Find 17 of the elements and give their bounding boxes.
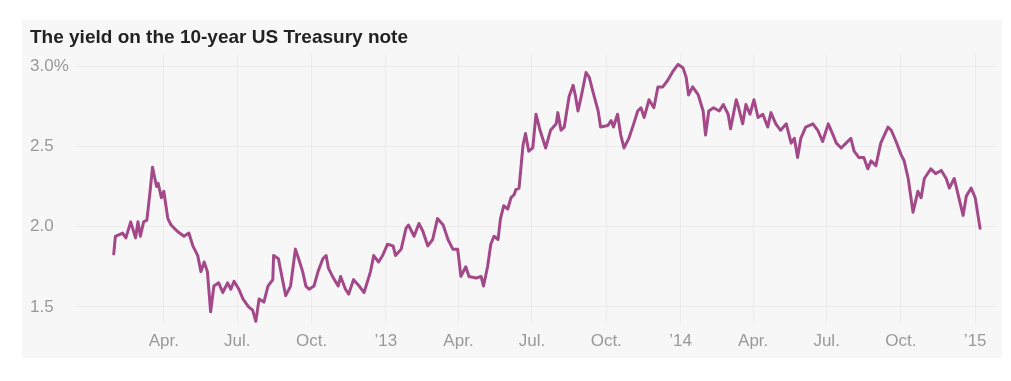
x-tick-label: Apr. — [443, 330, 474, 350]
x-tick-label: Apr. — [738, 330, 769, 350]
chart-title: The yield on the 10-year US Treasury note — [30, 25, 409, 47]
x-tick-label: Oct. — [590, 330, 622, 350]
x-tick-label: ’13 — [374, 330, 398, 350]
x-tick-label: Apr. — [148, 330, 179, 350]
y-tick-label: 2.5 — [30, 136, 54, 156]
x-tick-label: Jul. — [813, 330, 840, 350]
x-tick-label: Jul. — [224, 330, 251, 350]
x-tick-label: ’15 — [963, 330, 987, 350]
x-tick-label: Oct. — [295, 330, 328, 350]
y-tick-label: 3.0% — [30, 55, 69, 75]
y-tick-label: 1.5 — [30, 296, 54, 316]
x-tick-label: Oct. — [885, 330, 917, 350]
x-tick-label: ’14 — [669, 330, 692, 350]
y-tick-label: 2.0 — [30, 216, 54, 236]
x-tick-label: Jul. — [518, 330, 546, 350]
